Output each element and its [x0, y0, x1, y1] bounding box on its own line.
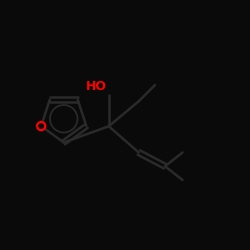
Circle shape [37, 122, 46, 130]
Text: HO: HO [86, 80, 107, 93]
Circle shape [39, 124, 44, 128]
